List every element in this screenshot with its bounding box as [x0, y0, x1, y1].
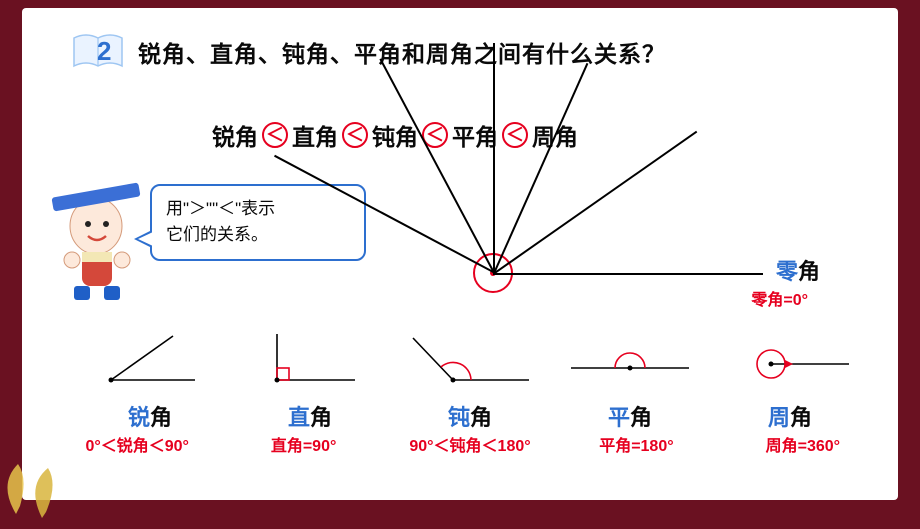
ray: [493, 43, 495, 273]
angle-figures-row: [70, 318, 870, 388]
chain-item: 锐角: [212, 118, 258, 152]
figure-full: [710, 318, 870, 388]
angle-name: 钝角: [390, 400, 550, 432]
ginkgo-leaf-decoration: [0, 454, 76, 524]
figure-obtuse: [390, 318, 550, 388]
mascot-character: [48, 174, 148, 304]
zero-angle-label: 零角: [776, 254, 820, 286]
angle-definition: 0°＜锐角＜90°: [54, 432, 220, 456]
figure-straight: [550, 318, 710, 388]
section-number: 2: [97, 36, 111, 67]
lt-icon: ＜: [502, 122, 528, 148]
lt-icon: ＜: [342, 122, 368, 148]
header: 2 锐角、直角、钝角、平角和周角之间有什么关系？: [70, 30, 666, 74]
figure-right: [230, 318, 390, 388]
angle-name: 直角: [230, 400, 390, 432]
figure-acute: [70, 318, 230, 388]
chain-item: 钝角: [372, 118, 418, 152]
ray: [493, 273, 763, 275]
angle-definition: 周角=360°: [720, 432, 886, 456]
lt-icon: ＜: [262, 122, 288, 148]
book-icon: 2: [70, 30, 126, 74]
chain-item: 平角: [452, 118, 498, 152]
speech-line: 它们的关系。: [166, 222, 350, 248]
angle-definition: 平角=180°: [553, 432, 719, 456]
angle-names-row: 锐角 直角 钝角 平角 周角: [70, 400, 870, 432]
zero-angle-definition: 零角=0°: [751, 286, 808, 310]
ray: [493, 63, 588, 274]
inequality-chain: 锐角 ＜ 直角 ＜ 钝角 ＜ 平角 ＜ 周角: [212, 118, 578, 152]
slide: 2 锐角、直角、钝角、平角和周角之间有什么关系？ 锐角 ＜ 直角 ＜ 钝角 ＜ …: [22, 8, 898, 500]
chain-item: 直角: [292, 118, 338, 152]
speech-line: 用"＞""＜"表示: [166, 196, 350, 222]
angle-name: 锐角: [70, 400, 230, 432]
angle-definitions-row: 0°＜锐角＜90° 直角=90° 90°＜钝角＜180° 平角=180° 周角=…: [54, 432, 886, 456]
speech-bubble: 用"＞""＜"表示 它们的关系。: [150, 184, 366, 261]
angle-name: 平角: [550, 400, 710, 432]
angle-definition: 90°＜钝角＜180°: [387, 432, 553, 456]
angle-definition: 直角=90°: [220, 432, 386, 456]
angle-name: 周角: [710, 400, 870, 432]
